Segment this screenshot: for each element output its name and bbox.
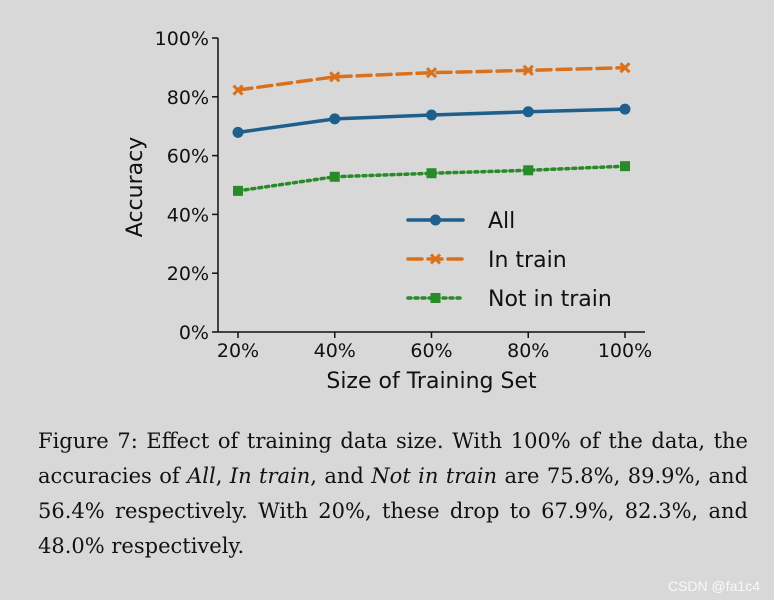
x-tick-label: 100% (598, 340, 652, 362)
y-tick-label: 0% (179, 322, 209, 344)
caption-series-not-in-train: Not in train (371, 464, 498, 488)
data-point-in-train (329, 71, 341, 83)
legend-label-all: All (488, 209, 515, 234)
watermark: CSDN @fa1c4 (667, 578, 760, 594)
data-point-all (329, 113, 341, 125)
x-tick-label: 20% (217, 340, 259, 362)
data-point-in-train (232, 84, 244, 96)
data-point-all (619, 103, 631, 115)
x-marker-stroke (232, 84, 244, 96)
x-marker-stroke (429, 253, 442, 265)
legend-marker-all (430, 214, 441, 226)
data-point-not-in-train (329, 171, 340, 182)
data-point-in-train (425, 67, 438, 79)
chart-series (232, 62, 631, 196)
caption-text-2: , (215, 464, 230, 488)
data-point-not-in-train (620, 161, 630, 172)
y-tick-label: 20% (167, 263, 209, 285)
chart-axes: 0% 20% 40% 60% 80% 100% 20% 40% 60% 80% 100% (155, 28, 652, 362)
legend-item-in-train: In train (406, 248, 567, 273)
caption-text-4: are 75.8%, 89.9%, and 56.4% respectively… (38, 464, 749, 558)
x-marker-stroke (425, 67, 438, 79)
caption-text-1: Figure 7: Effect of training data size. … (38, 429, 748, 488)
series-in-train (232, 62, 631, 96)
x-tick-label: 40% (314, 340, 356, 362)
data-point-not-in-train (426, 168, 437, 179)
series-not-in-train (233, 161, 630, 196)
y-tick-label: 100% (155, 28, 209, 50)
caption-series-all: All (187, 464, 216, 488)
figure-caption: Figure 7: Effect of training data size. … (38, 424, 748, 564)
legend-item-not-in-train: Not in train (406, 287, 612, 312)
caption-text-3: , and (310, 464, 372, 488)
data-point-all (232, 126, 244, 138)
data-point-in-train (522, 64, 534, 76)
x-tick-label: 60% (410, 340, 452, 362)
y-tick-label: 80% (167, 87, 209, 109)
legend-item-all: All (406, 209, 515, 234)
data-point-not-in-train (233, 185, 243, 196)
y-tick-label: 40% (167, 204, 209, 226)
y-tick-label: 60% (167, 146, 209, 168)
chart-legend: All In train Not in train (406, 209, 612, 312)
x-marker-stroke (522, 64, 534, 76)
legend-label-not-in-train: Not in train (488, 287, 612, 312)
data-point-all (426, 109, 437, 121)
x-tick-label: 80% (507, 340, 549, 362)
caption-series-in-train: In train (229, 464, 311, 488)
legend-label-in-train: In train (488, 248, 567, 273)
x-axis-title: Size of Training Set (326, 369, 537, 394)
data-point-all (522, 106, 534, 118)
accuracy-line-chart: 0% 20% 40% 60% 80% 100% 20% 40% 60% 80% 100% All In… (123, 28, 652, 394)
legend-marker-not-in-train (430, 293, 441, 303)
x-marker-stroke (329, 71, 341, 83)
x-marker-stroke (619, 62, 631, 74)
series-all (232, 103, 631, 138)
data-point-in-train (619, 62, 631, 74)
legend-marker-in-train (429, 253, 442, 265)
y-axis-title: Accuracy (123, 137, 148, 237)
data-point-not-in-train (523, 165, 534, 176)
